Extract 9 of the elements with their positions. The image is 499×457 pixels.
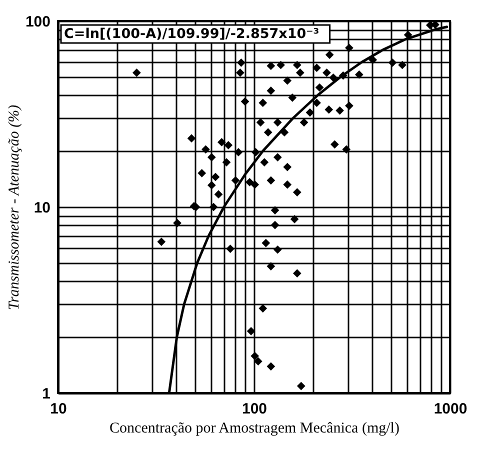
x-axis-title: Concentração por Amostragem Mecânica (mg/l) — [110, 420, 400, 436]
x-tick-label: 1000 — [434, 400, 468, 418]
y-axis-title: Transmissometer - Atenuação (%) — [6, 104, 22, 310]
x-tick-label: 100 — [242, 400, 268, 418]
y-tick-label: 10 — [34, 200, 50, 216]
annotation: C=ln[(100-A)/109.99]/-2.857x10⁻³ — [64, 26, 320, 42]
x-tick-label: 10 — [50, 400, 67, 418]
y-tick-label: 100 — [25, 14, 50, 30]
y-tick-label: 1 — [42, 386, 50, 402]
